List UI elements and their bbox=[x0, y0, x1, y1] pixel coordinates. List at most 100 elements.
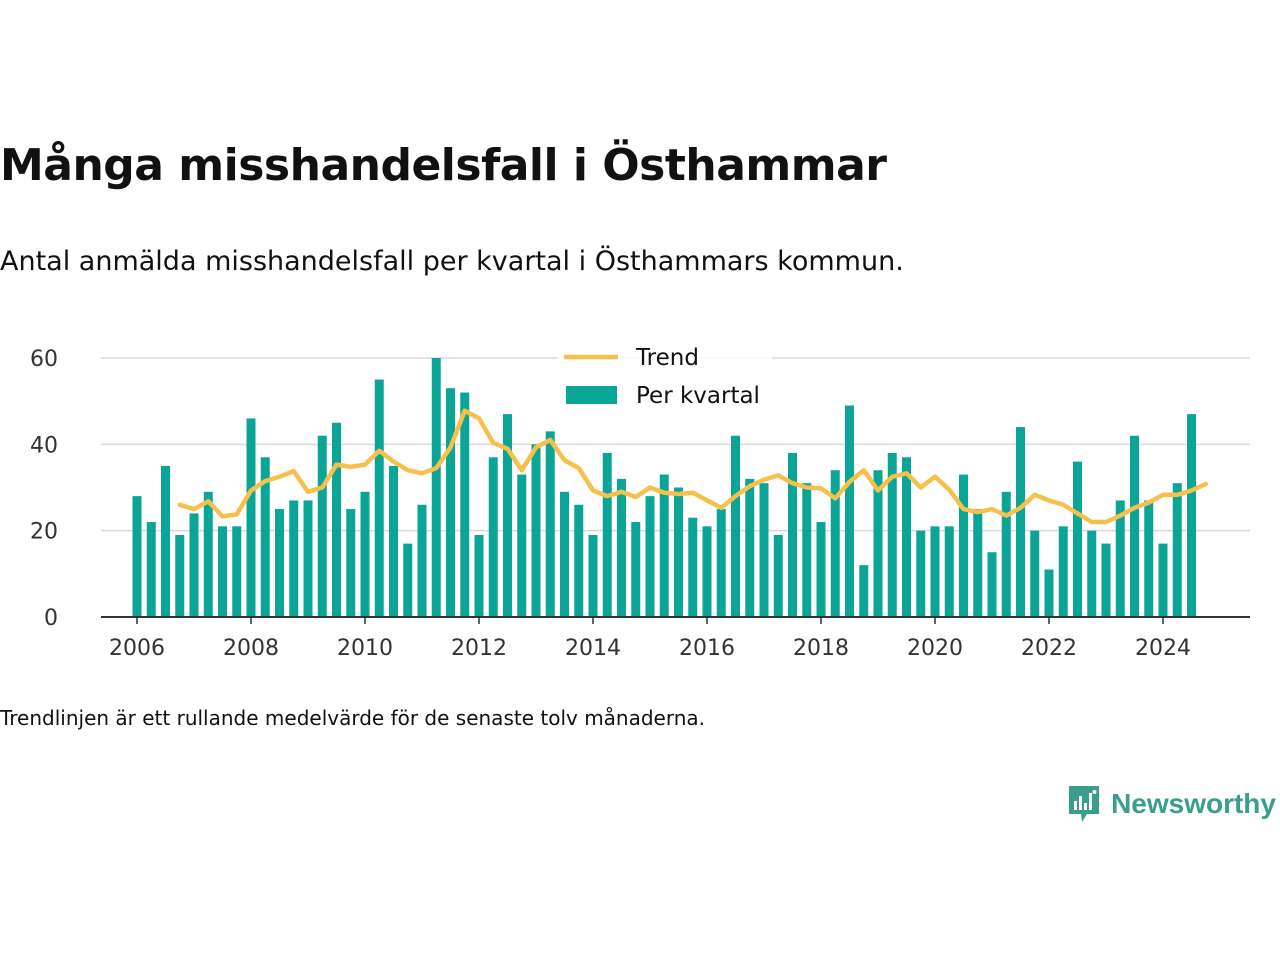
bar bbox=[132, 496, 142, 617]
bar bbox=[745, 478, 755, 617]
bar bbox=[1016, 427, 1025, 617]
bar bbox=[545, 431, 555, 617]
bar bbox=[203, 491, 213, 617]
bar bbox=[417, 504, 427, 617]
bar bbox=[944, 526, 954, 617]
bar bbox=[1087, 530, 1097, 617]
bar bbox=[1073, 461, 1082, 617]
bar bbox=[517, 474, 527, 617]
bar bbox=[631, 522, 641, 617]
bar bbox=[1187, 414, 1196, 617]
bar bbox=[1058, 526, 1068, 617]
legend-bar-swatch bbox=[566, 386, 617, 404]
bar bbox=[289, 500, 299, 617]
bar bbox=[246, 418, 256, 617]
x-tick-label: 2008 bbox=[223, 636, 279, 661]
bar bbox=[773, 534, 783, 617]
bar bbox=[1001, 491, 1011, 617]
newsworthy-logo-icon bbox=[1069, 786, 1100, 822]
bar bbox=[531, 444, 541, 617]
bar bbox=[446, 388, 455, 617]
bar bbox=[759, 483, 769, 617]
bar bbox=[1172, 483, 1182, 617]
bar bbox=[1101, 543, 1111, 617]
y-tick-label: 60 bbox=[30, 347, 58, 372]
y-tick-label: 0 bbox=[44, 606, 58, 631]
bar bbox=[1158, 543, 1168, 617]
bar bbox=[403, 543, 413, 617]
bar bbox=[973, 509, 983, 617]
legend-bar-label: Per kvartal bbox=[636, 383, 760, 409]
bar bbox=[1115, 500, 1125, 617]
legend-trend-label: Trend bbox=[635, 345, 699, 371]
bar bbox=[702, 526, 712, 617]
brand-name: Newsworthy bbox=[1111, 788, 1276, 819]
bar bbox=[303, 500, 313, 617]
bar bbox=[560, 491, 569, 617]
bar bbox=[873, 470, 883, 617]
bar bbox=[574, 504, 584, 617]
bar bbox=[146, 522, 156, 617]
x-tick-label: 2024 bbox=[1135, 636, 1191, 661]
bar bbox=[374, 379, 384, 617]
trend-series bbox=[177, 408, 1209, 525]
bar bbox=[617, 478, 626, 617]
bar bbox=[645, 496, 655, 617]
bar bbox=[161, 465, 170, 617]
y-tick-label: 20 bbox=[30, 520, 58, 545]
bar bbox=[959, 474, 968, 617]
bar bbox=[1144, 500, 1154, 617]
bar bbox=[360, 491, 370, 617]
bar bbox=[389, 465, 398, 617]
brand-logo: Newsworthy bbox=[1067, 784, 1276, 824]
bar bbox=[987, 552, 997, 617]
bar bbox=[930, 526, 940, 617]
bar bbox=[1130, 435, 1139, 617]
bar bbox=[218, 526, 227, 617]
bar bbox=[588, 534, 598, 617]
x-tick-label: 2016 bbox=[679, 636, 735, 661]
x-tick-label: 2012 bbox=[451, 636, 507, 661]
chart-footnote: Trendlinjen är ett rullande medelvärde f… bbox=[0, 706, 706, 730]
bar bbox=[659, 474, 669, 617]
x-tick-label: 2020 bbox=[907, 636, 963, 661]
bar bbox=[317, 435, 327, 617]
bar bbox=[175, 534, 185, 617]
bar bbox=[788, 452, 797, 617]
bar bbox=[802, 483, 812, 617]
bar bbox=[602, 452, 612, 617]
bar bbox=[503, 414, 512, 617]
x-tick-label: 2006 bbox=[109, 636, 165, 661]
bar bbox=[1030, 530, 1040, 617]
x-tick-label: 2014 bbox=[565, 636, 621, 661]
bar bbox=[916, 530, 926, 617]
bar bbox=[887, 452, 897, 617]
bar bbox=[674, 487, 683, 617]
bar bbox=[1044, 569, 1054, 617]
chart-subtitle: Antal anmälda misshandelsfall per kvarta… bbox=[0, 246, 904, 277]
bar bbox=[845, 405, 854, 617]
bar bbox=[716, 509, 726, 617]
bar bbox=[688, 517, 698, 617]
bar bbox=[816, 522, 826, 617]
bar bbox=[474, 534, 484, 617]
bar bbox=[902, 457, 911, 617]
bar bbox=[859, 565, 869, 617]
bar bbox=[431, 358, 441, 617]
bar bbox=[232, 526, 242, 617]
axes: 0 20 40 60 2006 2008 2010 2012 2014 2016 2018 2020 2… bbox=[30, 347, 1250, 661]
bar bbox=[275, 509, 284, 617]
legend: Trend Per kvartal bbox=[558, 338, 772, 414]
bar bbox=[460, 392, 470, 617]
bar bbox=[332, 422, 341, 617]
bar bbox=[488, 457, 498, 617]
bar bbox=[830, 470, 840, 617]
bar bbox=[189, 513, 199, 617]
bar bbox=[346, 509, 356, 617]
bar bbox=[731, 435, 740, 617]
x-tick-label: 2022 bbox=[1021, 636, 1077, 661]
x-tick-label: 2010 bbox=[337, 636, 393, 661]
chart: 0 20 40 60 2006 2008 2010 2012 2014 2016 2018 2020 2… bbox=[30, 338, 1250, 661]
chart-title: Många misshandelsfall i Östhammar bbox=[0, 140, 887, 191]
y-tick-label: 40 bbox=[30, 433, 58, 458]
